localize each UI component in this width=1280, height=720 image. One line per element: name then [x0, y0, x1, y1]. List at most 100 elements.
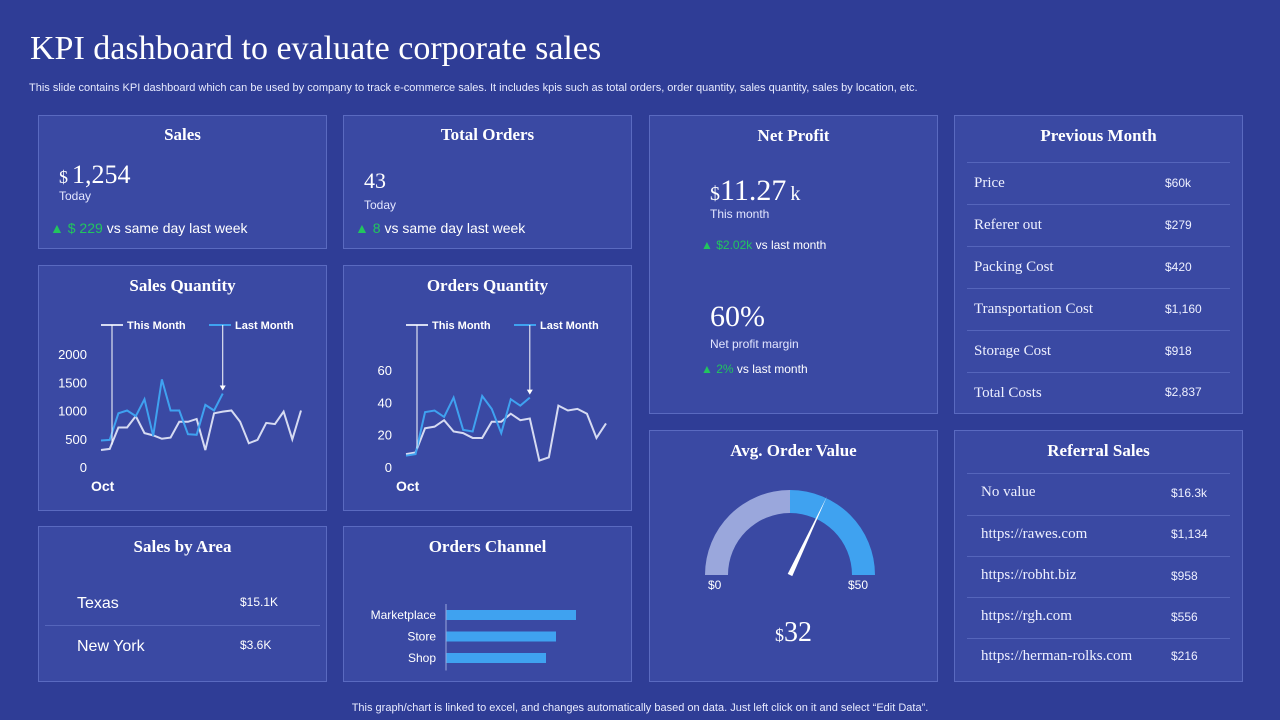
row-value: $1,160 [1165, 302, 1202, 316]
net-profit-compare: vs last month [755, 238, 827, 252]
divider [967, 372, 1230, 373]
gauge-max-label: $50 [848, 578, 869, 592]
orders-quantity-title: Orders Quantity [426, 276, 549, 295]
row-label: https://robht.biz [981, 567, 1077, 583]
orders-qty-callout-arrow [526, 389, 533, 395]
channel-xtick-label: 0 [442, 680, 450, 683]
avg-order-value-title: Avg. Order Value [730, 441, 857, 460]
row-label: https://rgh.com [981, 608, 1072, 624]
sales-qty-ytick-label: 0 [80, 460, 87, 475]
row-value: $16.3k [1171, 486, 1208, 500]
sales-quantity-card: Sales Quantity 0 500 1000 1500 2000 Oct This M… [38, 265, 327, 511]
sales-qty-callout-arrow [219, 385, 226, 391]
sales-qty-ytick-label: 2000 [58, 347, 87, 362]
row-label: Price [974, 175, 1005, 191]
sales-currency: $ [59, 167, 68, 187]
sales-qty-legend-label: This Month [127, 320, 186, 332]
up-arrow-icon: ▲ [701, 362, 713, 376]
total-orders-period: Today [364, 198, 397, 212]
sales-period: Today [59, 189, 92, 203]
profit-margin-delta: 2% [716, 362, 734, 376]
gauge-min-label: $0 [708, 578, 722, 592]
net-profit-card: Net Profit $11.27 k This month ▲ $2.02k … [649, 115, 938, 414]
sales-quantity-title: Sales Quantity [129, 276, 236, 295]
sales-qty-legend-label: Last Month [235, 320, 294, 332]
channel-bar [446, 653, 546, 663]
net-profit-period: This month [710, 207, 770, 221]
sales-qty-ytick-label: 1000 [58, 404, 87, 419]
sales-title: Sales [164, 125, 201, 144]
total-orders-compare: vs same day last week [384, 220, 526, 236]
gauge-fill-arc [790, 490, 875, 575]
net-profit-delta: $2.02k [716, 238, 753, 252]
orders-qty-xaxis-label: Oct [396, 478, 420, 494]
row-value: $2,837 [1165, 385, 1202, 399]
sales-qty-xaxis-label: Oct [91, 478, 115, 494]
orders-quantity-chart: 0 20 40 60 Oct This Month Last Month [378, 320, 607, 494]
referral-sales-card: Referral Sales No value $16.3k https://r… [954, 430, 1243, 682]
avg-order-value: 32 [784, 617, 812, 648]
up-arrow-icon: ▲ [355, 220, 369, 236]
row-label: Storage Cost [974, 343, 1052, 359]
sales-quantity-chart: 0 500 1000 1500 2000 Oct This Month Last Month [58, 320, 302, 494]
row-label: Transportation Cost [974, 301, 1094, 317]
previous-month-title: Previous Month [1040, 126, 1157, 145]
gauge-track-arc [705, 490, 790, 575]
orders-channel-chart: Marketplace Store Shop 0 50 100 150 [371, 604, 608, 683]
profit-margin-compare: vs last month [736, 362, 808, 376]
row-value: $918 [1165, 344, 1192, 358]
area-label: New York [77, 638, 145, 655]
channel-label: Marketplace [371, 608, 437, 622]
channel-xtick-label: 50 [488, 680, 504, 683]
divider [967, 638, 1230, 639]
channel-xtick-label: 100 [534, 680, 558, 683]
up-arrow-icon: ▲ [701, 238, 713, 252]
row-value: $60k [1165, 176, 1192, 190]
sales-compare: vs same day last week [106, 220, 248, 236]
channel-bar [446, 631, 556, 642]
sales-by-area-title: Sales by Area [133, 537, 232, 556]
orders-qty-legend-label: Last Month [540, 320, 599, 332]
row-label: Referer out [974, 217, 1042, 233]
total-orders-title: Total Orders [440, 125, 535, 144]
divider [967, 162, 1230, 163]
row-value: $420 [1165, 260, 1192, 274]
divider [967, 246, 1230, 247]
divider [967, 288, 1230, 289]
channel-label: Store [407, 630, 436, 644]
row-label: https://herman-rolks.com [981, 648, 1133, 664]
orders-qty-ytick-label: 20 [378, 428, 392, 443]
total-orders-value: 43 [364, 168, 386, 193]
orders-qty-ytick-label: 40 [378, 395, 392, 410]
channel-label: Shop [408, 651, 436, 665]
net-profit-unit: k [790, 183, 801, 205]
avg-order-gauge [705, 490, 875, 577]
up-arrow-icon: ▲ [50, 220, 64, 236]
orders-qty-ytick-label: 60 [378, 363, 392, 378]
sales-qty-ytick-label: 500 [65, 432, 87, 447]
avg-order-currency: $ [775, 625, 784, 645]
orders-qty-ytick-label: 0 [385, 460, 392, 475]
row-value: $216 [1171, 649, 1198, 663]
profit-margin-label: Net profit margin [710, 337, 799, 351]
divider [967, 515, 1230, 516]
orders-channel-title: Orders Channel [428, 537, 547, 556]
page-title: KPI dashboard to evaluate corporate sale… [30, 30, 602, 67]
area-value: $15.1K [240, 595, 279, 609]
divider [967, 330, 1230, 331]
sales-delta: $ 229 [67, 220, 103, 236]
row-label: Packing Cost [974, 259, 1054, 275]
sales-value: 1,254 [72, 160, 131, 189]
sales-qty-series-last-month [100, 379, 224, 442]
orders-quantity-card: Orders Quantity 0 20 40 60 Oct This Month Last… [343, 265, 632, 511]
gauge-needle [787, 496, 828, 577]
row-label: https://rawes.com [981, 526, 1088, 542]
sales-card: Sales $ 1,254 Today ▲ $ 229 vs same day … [38, 115, 327, 249]
divider [967, 556, 1230, 557]
footer-note: This graph/chart is linked to excel, and… [351, 702, 929, 714]
row-label: Total Costs [974, 385, 1042, 401]
divider [967, 204, 1230, 205]
orders-channel-card: Orders Channel Marketplace Store Shop 0 50 10… [343, 526, 632, 683]
divider [967, 597, 1230, 598]
profit-margin-value: 60% [710, 300, 765, 333]
